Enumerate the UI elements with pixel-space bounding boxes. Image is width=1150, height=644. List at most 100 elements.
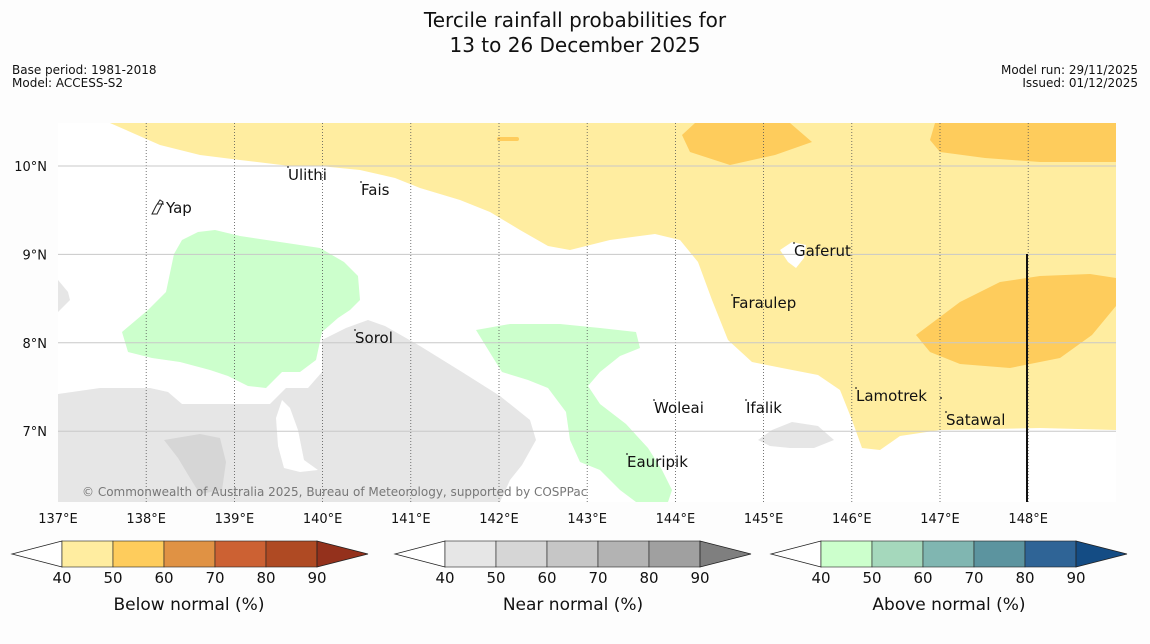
island-dot: [360, 181, 362, 183]
near-normal-region-east: [758, 422, 834, 448]
colorbar-swatch: [61, 540, 114, 568]
island-dot: [653, 399, 655, 401]
colorbar-swatch: [112, 540, 165, 568]
colorbar-tick-label: 90: [1066, 569, 1085, 587]
place-label: Gaferut: [794, 242, 851, 260]
place-gaferut: Gaferut: [793, 242, 851, 260]
above-normal-region-central: [476, 324, 672, 502]
copyright-notice: © Commonwealth of Australia 2025, Bureau…: [82, 485, 587, 499]
colorbar-swatch: [163, 540, 216, 568]
below-normal-40-region-north: [110, 123, 1116, 450]
below-normal-50-speck: [497, 137, 519, 141]
colorbar-title: Below normal (%): [114, 595, 265, 615]
colorbar-low-extension: [393, 540, 446, 568]
islet-dot: [940, 397, 942, 399]
colorbar-high-extension: [316, 540, 369, 568]
colorbar-tick-label: 70: [588, 569, 607, 587]
colorbar-3: 40 50 60 70 80 90 Above normal (%): [769, 540, 1128, 615]
longitude-label: 147°E: [920, 512, 960, 527]
map-area: Yap Ulithi Fais Gaferut Faraulep Sorol Lamotre…: [58, 123, 1116, 502]
colorbar-high-extension: [1075, 540, 1128, 568]
island-dot: [793, 242, 795, 244]
island-dot: [745, 399, 747, 401]
colorbar-high-extension: [699, 540, 752, 568]
base-period-text: Base period: 1981-2018: [12, 63, 157, 77]
place-label: Sorol: [355, 329, 393, 347]
model-name-text: Model: ACCESS-S2: [12, 76, 124, 90]
colorbar-swatch: [1024, 540, 1077, 568]
colorbar-1: 40 50 60 70 80 90 Below normal (%): [10, 540, 369, 615]
colorbar-tick-label: 90: [690, 569, 709, 587]
place-sorol: Sorol: [354, 329, 393, 347]
colorbar-swatch: [444, 540, 497, 568]
longitude-label: 145°E: [744, 512, 784, 527]
colorbar-low-extension: [10, 540, 63, 568]
colorbar-tick-label: 60: [154, 569, 173, 587]
colorbar-tick-label: 90: [307, 569, 326, 587]
colorbar-2: 40 50 60 70 80 90 Near normal (%): [393, 540, 752, 615]
issued-text: Issued: 01/12/2025: [1022, 76, 1138, 90]
colorbar-tick-label: 50: [862, 569, 881, 587]
colorbar-tick-label: 80: [1015, 569, 1034, 587]
longitude-label: 140°E: [303, 512, 343, 527]
place-label: Lamotrek: [856, 387, 927, 405]
longitude-label: 142°E: [479, 512, 519, 527]
colorbar-tick-label: 80: [639, 569, 658, 587]
near-normal-darker-patch: [164, 434, 226, 494]
colorbar-swatch: [265, 540, 318, 568]
place-fais: Fais: [360, 181, 390, 199]
colorbar-swatch: [597, 540, 650, 568]
below-normal-50-region-b: [930, 123, 1116, 162]
place-lamotrek: Lamotrek: [855, 387, 927, 405]
place-label: Eauripik: [627, 453, 688, 471]
place-satawal: Satawal: [945, 411, 1005, 429]
colorbar-swatch: [922, 540, 975, 568]
yap-island-shape: [151, 199, 164, 215]
model-info: Base period: 1981-2018 Model: ACCESS-S2: [12, 64, 157, 90]
below-normal-50-region-c: [916, 274, 1116, 368]
longitude-label: 139°E: [215, 512, 255, 527]
island-dot: [855, 387, 857, 389]
place-eauripik: Eauripik: [626, 453, 688, 471]
island-dot: [731, 294, 733, 296]
longitude-label: 144°E: [656, 512, 696, 527]
colorbar-swatch: [648, 540, 701, 568]
near-normal-white-notch: [276, 400, 318, 472]
gaferut-white-patch: [780, 242, 806, 268]
near-normal-region-west: [58, 280, 70, 312]
longitude-label: 137°E: [38, 512, 78, 527]
place-ulithi: Ulithi: [287, 166, 327, 184]
colorbar-tick-label: 50: [486, 569, 505, 587]
colorbar-swatch: [546, 540, 599, 568]
latitude-label: 7°N: [23, 425, 48, 440]
colorbar-low-extension: [769, 540, 822, 568]
place-label: Ifalik: [746, 399, 782, 417]
colorbar-tick-label: 70: [205, 569, 224, 587]
island-dot: [626, 453, 628, 455]
longitude-label: 141°E: [391, 512, 431, 527]
island-dot: [287, 166, 289, 168]
title-line-2: 13 to 26 December 2025: [449, 33, 701, 57]
longitude-label: 138°E: [126, 512, 166, 527]
colorbar-swatch: [214, 540, 267, 568]
colorbar-tick-label: 70: [964, 569, 983, 587]
model-run-text: Model run: 29/11/2025: [1000, 63, 1138, 77]
colorbar-legends: 40 50 60 70 80 90 Below normal (%) 40 50 60 70 80 90…: [10, 540, 1128, 615]
colorbar-tick-label: 40: [811, 569, 830, 587]
colorbar-swatch: [871, 540, 924, 568]
colorbar-tick-label: 40: [52, 569, 71, 587]
latitude-label: 9°N: [23, 248, 48, 263]
place-label: Yap: [165, 199, 192, 217]
colorbar-swatch: [820, 540, 873, 568]
place-label: Faraulep: [732, 294, 796, 312]
run-info: Model run: 29/11/2025 Issued: 01/12/2025: [1001, 64, 1138, 90]
place-label: Fais: [361, 181, 390, 199]
colorbar-title: Above normal (%): [872, 595, 1025, 615]
colorbar-tick-label: 40: [435, 569, 454, 587]
latitude-labels: 10°N 9°N 8°N 7°N: [14, 160, 47, 440]
island-dot: [945, 411, 947, 413]
place-faraulep: Faraulep: [731, 294, 796, 312]
longitude-labels: 137°E 138°E 139°E 140°E 141°E 142°E 143°E 144°E…: [38, 512, 1048, 527]
place-label: Ulithi: [288, 166, 327, 184]
